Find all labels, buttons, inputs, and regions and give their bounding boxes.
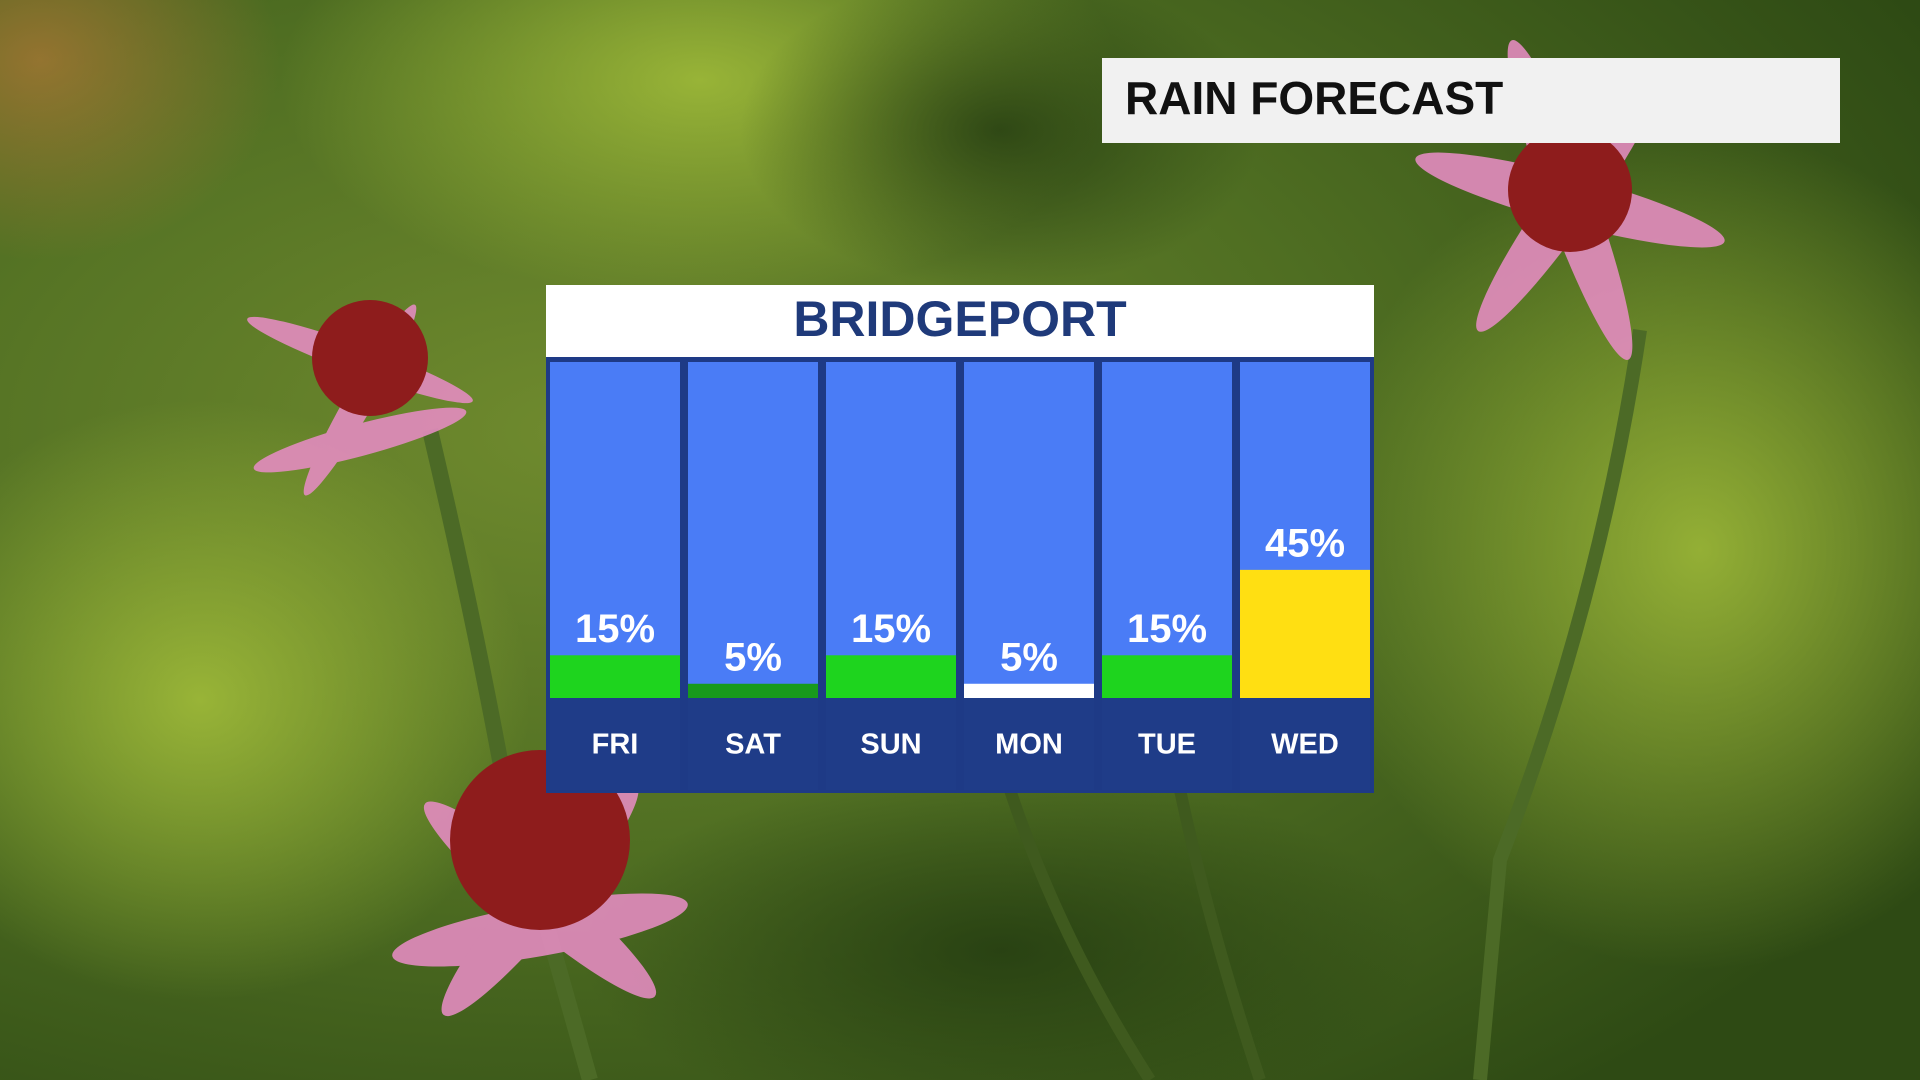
forecast-panel: BRIDGEPORT xyxy=(546,285,1374,793)
bar xyxy=(964,683,1094,698)
x-tick-label: FRI xyxy=(592,729,639,761)
title-box: RAIN FORECAST xyxy=(1102,58,1840,143)
bar xyxy=(550,655,680,698)
value-label: 45% xyxy=(1265,521,1345,565)
bar xyxy=(1102,655,1232,698)
bar xyxy=(826,655,956,698)
panel-header xyxy=(546,285,1374,357)
x-tick-label: TUE xyxy=(1138,729,1196,761)
bar xyxy=(1240,569,1370,698)
city-name: BRIDGEPORT xyxy=(793,291,1126,347)
value-label: 15% xyxy=(575,607,655,651)
day-label-background xyxy=(1240,698,1370,790)
value-label: 15% xyxy=(1127,607,1207,651)
value-label: 5% xyxy=(1000,635,1058,679)
day-label-background xyxy=(826,698,956,790)
column-background xyxy=(826,362,956,698)
value-label: 15% xyxy=(851,607,931,651)
x-tick-label: WED xyxy=(1271,729,1339,761)
day-label-background xyxy=(964,698,1094,790)
x-tick-label: MON xyxy=(995,729,1063,761)
value-label: 5% xyxy=(724,635,782,679)
day-label-background xyxy=(550,698,680,790)
column-background xyxy=(1102,362,1232,698)
day-label-background xyxy=(688,698,818,790)
column-background xyxy=(688,362,818,698)
bar xyxy=(688,683,818,698)
panel-frame xyxy=(546,285,1374,793)
title-background xyxy=(1102,58,1840,143)
x-tick-label: SUN xyxy=(860,729,921,761)
chart-title: RAIN FORECAST xyxy=(1125,72,1503,124)
x-tick-label: SAT xyxy=(725,729,781,761)
column-background xyxy=(550,362,680,698)
column-background xyxy=(964,362,1094,698)
day-label-background xyxy=(1102,698,1232,790)
